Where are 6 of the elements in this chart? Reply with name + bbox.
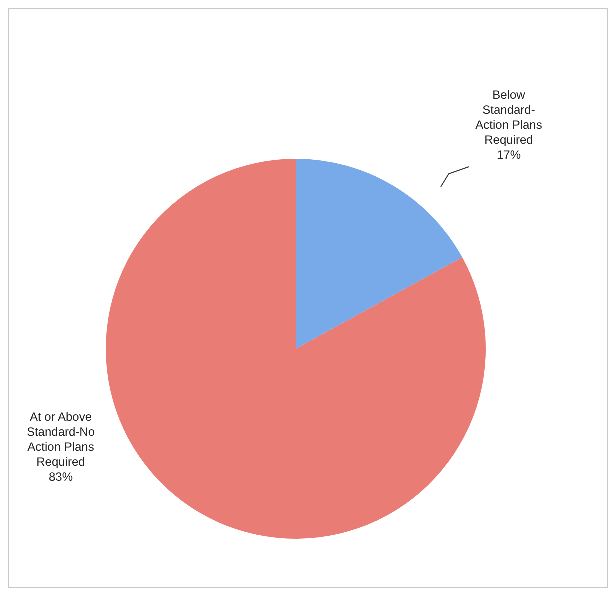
slice-label: At or Above Standard-No Action Plans Required [26, 410, 96, 469]
data-label: 83% [48, 470, 74, 484]
data-label: 17% [496, 148, 522, 162]
pie-slice [106, 159, 486, 539]
slice-label: Below Standard-Action Plans Required [476, 88, 542, 147]
pie-slice [296, 159, 462, 349]
